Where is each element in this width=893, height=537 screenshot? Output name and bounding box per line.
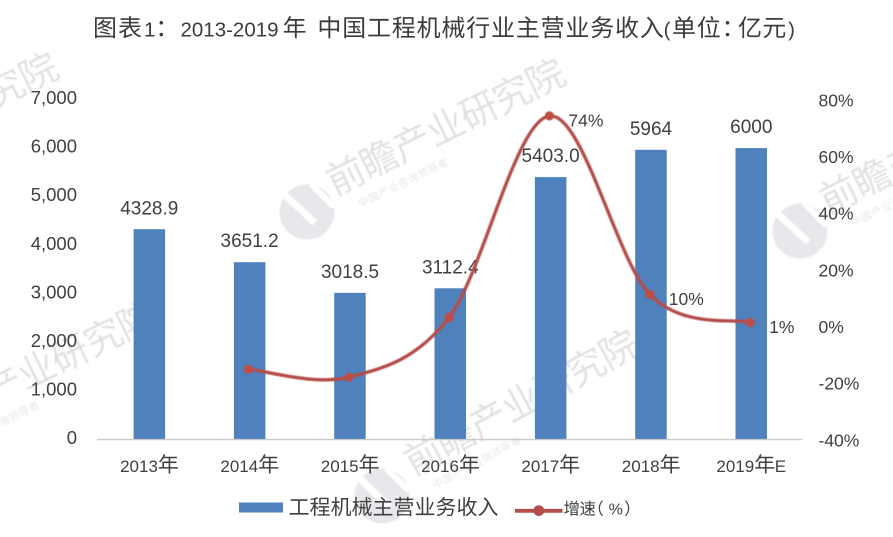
svg-text:5,000: 5,000: [31, 184, 77, 205]
svg-text:10%: 10%: [669, 289, 704, 309]
svg-text:4,000: 4,000: [31, 233, 77, 254]
svg-text:2019: 2019: [716, 457, 754, 476]
svg-text:2018: 2018: [622, 457, 660, 476]
svg-text:-20%: -20%: [819, 374, 860, 394]
svg-text:-40%: -40%: [819, 430, 860, 450]
svg-text:2,000: 2,000: [31, 330, 77, 351]
svg-text:5964: 5964: [630, 119, 673, 140]
svg-text:(: (: [664, 18, 671, 41]
svg-text:80%: 80%: [819, 90, 854, 110]
svg-text:2013: 2013: [120, 457, 158, 476]
svg-text:): ): [788, 18, 795, 41]
svg-text:1%: 1%: [769, 317, 794, 337]
svg-text:0%: 0%: [819, 317, 844, 337]
svg-text:74%: 74%: [568, 110, 603, 130]
svg-text:%: %: [609, 502, 623, 519]
svg-text:1: 1: [144, 18, 155, 41]
svg-text:2014: 2014: [220, 457, 258, 476]
svg-text:2017: 2017: [521, 457, 559, 476]
svg-text:1,000: 1,000: [31, 379, 77, 400]
svg-text:6000: 6000: [730, 117, 772, 138]
svg-text:3,000: 3,000: [31, 281, 77, 302]
svg-text:3018.5: 3018.5: [321, 262, 379, 283]
svg-text:60%: 60%: [819, 147, 854, 167]
svg-text:6,000: 6,000: [31, 136, 77, 157]
svg-text:2015: 2015: [321, 457, 359, 476]
svg-text:20%: 20%: [819, 260, 854, 280]
svg-text:40%: 40%: [819, 204, 854, 224]
svg-text:3112.4: 3112.4: [422, 257, 479, 278]
svg-text:4328.9: 4328.9: [120, 198, 178, 219]
svg-text:7,000: 7,000: [31, 87, 77, 108]
svg-text:E: E: [775, 457, 786, 476]
svg-text:3651.2: 3651.2: [221, 231, 279, 252]
svg-text:0: 0: [67, 427, 77, 448]
svg-text:5403.0: 5403.0: [522, 146, 580, 167]
svg-text:2013-2019: 2013-2019: [181, 18, 279, 41]
svg-text:2016: 2016: [421, 457, 459, 476]
